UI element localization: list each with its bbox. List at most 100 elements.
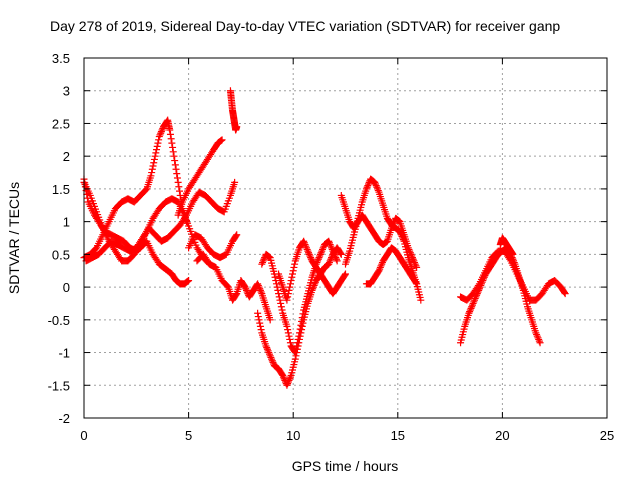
data-point	[319, 244, 327, 252]
data-point	[256, 322, 264, 330]
y-tick-label: 3	[63, 84, 70, 99]
data-point	[257, 288, 265, 296]
data-point	[376, 265, 384, 273]
data-point	[417, 296, 425, 304]
data-point	[242, 285, 250, 293]
data-point	[301, 241, 309, 249]
data-point	[330, 250, 338, 258]
data-point	[276, 296, 284, 304]
data-point	[285, 376, 293, 384]
data-point	[306, 252, 314, 260]
series-track-12	[342, 175, 425, 304]
data-point	[300, 237, 308, 245]
data-point	[279, 371, 287, 379]
data-point	[255, 283, 263, 291]
data-point	[325, 260, 333, 268]
y-tick-label: 0.5	[52, 247, 70, 262]
data-point	[259, 259, 267, 267]
data-point	[406, 249, 414, 257]
data-point	[390, 219, 398, 227]
data-point	[468, 301, 476, 309]
data-point	[278, 306, 286, 314]
data-point	[373, 183, 381, 191]
data-point	[157, 129, 165, 137]
data-point	[268, 357, 276, 365]
data-point	[406, 247, 414, 255]
data-point	[166, 126, 174, 134]
y-tick-label: 3.5	[52, 51, 70, 66]
x-tick-label: 20	[495, 428, 509, 443]
data-point	[468, 303, 476, 311]
data-point	[535, 335, 543, 343]
data-point	[389, 221, 397, 229]
data-point	[412, 262, 420, 270]
data-point	[254, 309, 262, 317]
data-point	[302, 242, 310, 250]
data-point	[365, 180, 373, 188]
data-point	[185, 277, 193, 285]
data-point	[315, 254, 323, 262]
series-track-17	[496, 234, 517, 258]
y-tick-label: 1.5	[52, 182, 70, 197]
y-tick-label: 2.5	[52, 116, 70, 131]
data-point	[410, 257, 418, 265]
data-point	[316, 252, 324, 260]
y-tick-label: 0	[63, 280, 70, 295]
data-point	[181, 213, 189, 221]
data-point	[303, 245, 311, 253]
data-point	[284, 293, 292, 301]
data-point	[328, 244, 336, 252]
data-point	[535, 337, 543, 345]
data-point	[300, 239, 308, 247]
data-point	[413, 263, 421, 271]
data-point	[286, 280, 294, 288]
data-point	[266, 352, 274, 360]
data-point	[325, 259, 333, 267]
series-track-7	[193, 250, 274, 324]
data-point	[155, 136, 163, 144]
data-point	[293, 339, 301, 347]
data-point	[289, 267, 297, 275]
data-point	[408, 252, 416, 260]
data-point	[232, 291, 240, 299]
data-point	[408, 254, 416, 262]
y-axis-label: SDTVAR / TECUs	[6, 182, 22, 294]
x-axis-label: GPS time / hours	[292, 458, 399, 474]
data-point	[377, 262, 385, 270]
data-point	[364, 182, 372, 190]
data-point	[173, 170, 181, 178]
data-point	[176, 187, 184, 195]
data-point	[325, 237, 333, 245]
series-track-14	[362, 244, 421, 288]
data-point	[152, 149, 160, 157]
data-point	[155, 133, 163, 141]
data-point	[286, 339, 294, 347]
data-point	[307, 254, 315, 262]
series-track-6	[185, 231, 241, 262]
data-point	[411, 260, 419, 268]
grid-layer	[84, 58, 607, 418]
series-track-4	[82, 178, 239, 265]
data-point	[405, 245, 413, 253]
series-track-16	[457, 247, 569, 304]
data-point	[298, 317, 306, 325]
data-point	[296, 325, 304, 333]
data-point	[286, 335, 294, 343]
data-point	[467, 304, 475, 312]
data-point	[328, 245, 336, 253]
data-point	[265, 349, 273, 357]
data-point	[171, 161, 179, 169]
data-point	[173, 174, 181, 182]
data-point	[233, 231, 241, 239]
data-point	[266, 316, 274, 324]
data-point	[274, 286, 282, 294]
data-point	[218, 136, 226, 144]
data-point	[264, 347, 272, 355]
data-point	[466, 308, 474, 316]
data-point	[148, 165, 156, 173]
data-point	[169, 148, 177, 156]
data-point	[271, 273, 279, 281]
data-point	[290, 263, 298, 271]
data-point	[342, 270, 349, 278]
data-point	[466, 306, 474, 314]
